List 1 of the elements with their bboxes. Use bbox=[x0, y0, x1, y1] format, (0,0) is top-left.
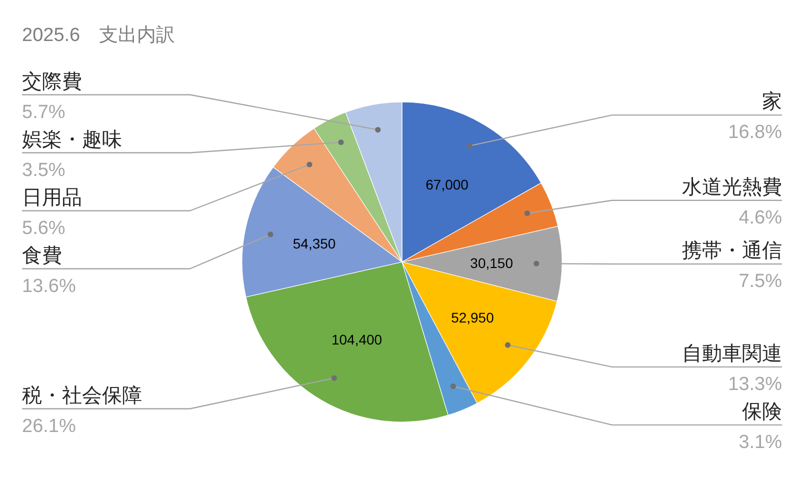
title: 2025.6 支出内訳 bbox=[22, 25, 176, 46]
